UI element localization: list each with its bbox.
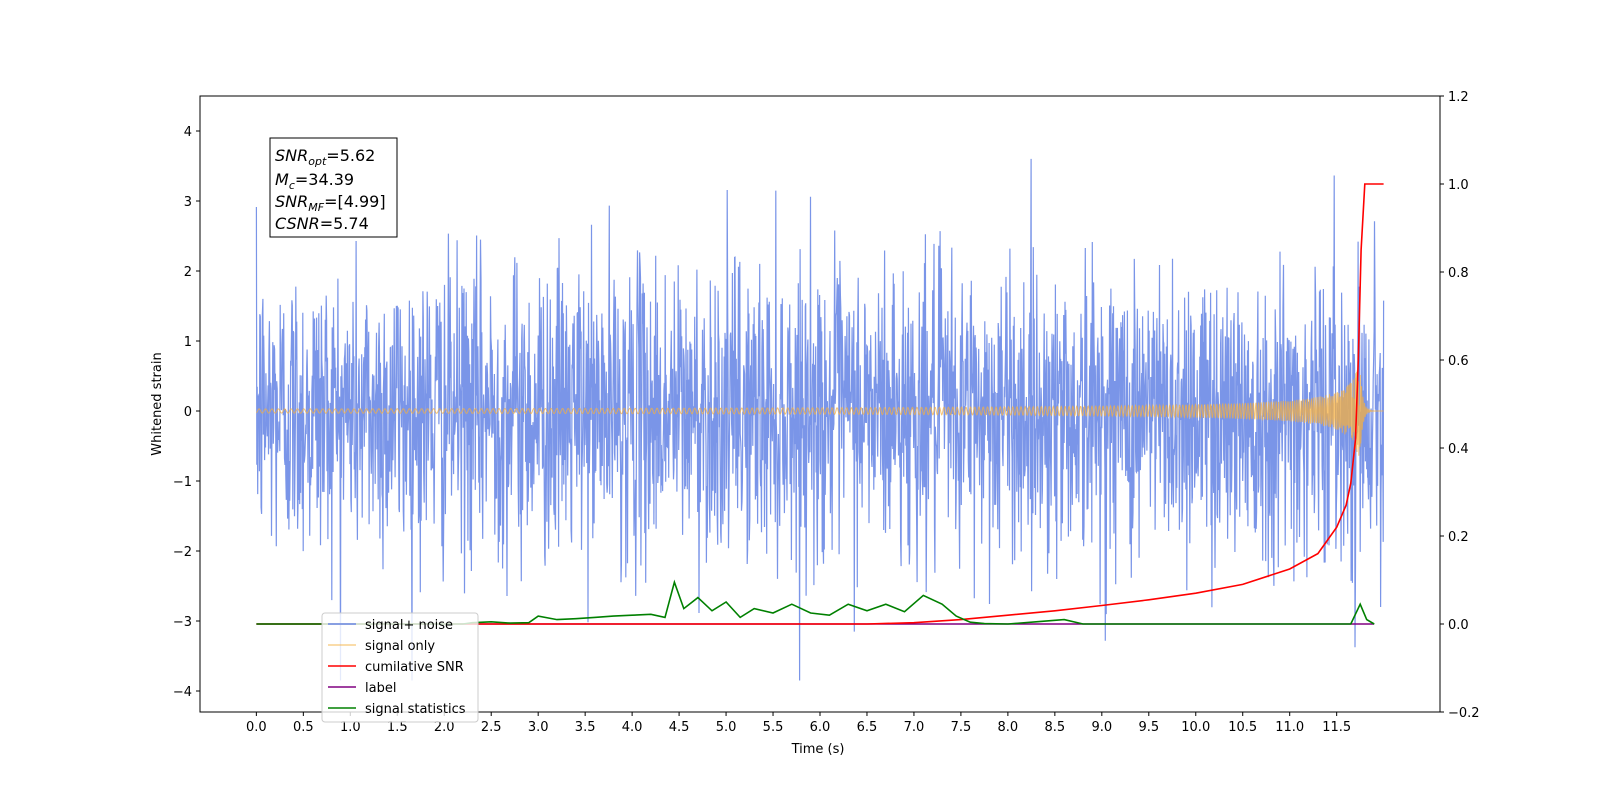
x-tick-label: 11.0 xyxy=(1275,720,1304,735)
series-line-signal-statistics xyxy=(256,579,1375,625)
x-tick-label: 8.0 xyxy=(998,720,1019,735)
x-tick-label: 6.5 xyxy=(857,720,878,735)
y-tick-label: −2 xyxy=(173,545,192,560)
y2-tick-label: 0.4 xyxy=(1448,442,1469,457)
stats-box xyxy=(269,137,398,238)
x-tick-label: 8.5 xyxy=(1045,720,1066,735)
x-tick-label: 1.5 xyxy=(387,720,408,735)
series-line-signal-noise xyxy=(255,158,1385,681)
x-tick-label: 5.5 xyxy=(763,720,784,735)
y-tick-label: 0 xyxy=(184,405,192,420)
y-tick-label: −4 xyxy=(173,685,192,700)
x-tick-label: 11.5 xyxy=(1322,720,1351,735)
y2-tick-label: 1.0 xyxy=(1448,178,1469,193)
legend: signal+ noise signal only cumilative SNR… xyxy=(321,612,479,723)
x-tick-label: 0.0 xyxy=(246,720,267,735)
x-axis-ticks: 0.0 0.5 1.0 1.5 2.0 2.5 3.0 3.5 4.0 4.5 5.0 5.5 6.0 6… xyxy=(246,712,1351,735)
y-tick-label: 3 xyxy=(184,195,192,210)
x-tick-label: 7.5 xyxy=(951,720,972,735)
x-tick-label: 9.0 xyxy=(1091,720,1112,735)
legend-label-signal-noise: signal+ noise xyxy=(365,618,453,633)
x-tick-label: 7.0 xyxy=(904,720,925,735)
signal-noise-series xyxy=(255,158,1385,681)
x-tick-label: 5.0 xyxy=(716,720,737,735)
legend-entry-signal-noise: signal+ noise xyxy=(328,618,453,633)
signal-only-series xyxy=(256,369,1384,456)
x-tick-label: 4.5 xyxy=(669,720,690,735)
legend-label-signal-statistics: signal statistics xyxy=(365,702,466,717)
x-axis-label: Time (s) xyxy=(791,742,845,757)
x-tick-label: 3.5 xyxy=(575,720,596,735)
legend-entry-signal-statistics: signal statistics xyxy=(328,702,466,717)
legend-box xyxy=(321,612,479,723)
y-axis-label: Whitened strain xyxy=(150,352,165,455)
y2-axis-ticks: −0.2 0.0 0.2 0.4 0.6 0.8 1.0 1.2 xyxy=(1440,90,1480,721)
x-tick-label: 3.0 xyxy=(528,720,549,735)
x-tick-label: 2.0 xyxy=(434,720,455,735)
y2-tick-label: 0.8 xyxy=(1448,266,1469,281)
legend-entry-signal-only: signal only xyxy=(328,639,435,654)
y2-tick-label: 0.6 xyxy=(1448,354,1469,369)
y-tick-label: 1 xyxy=(184,335,192,350)
stats-annotation: SNRopt=5.62 Mc=34.39 SNRMF=[4.99] CSNR=5… xyxy=(269,137,398,238)
csnr-text: CSNR=5.74 xyxy=(275,214,369,233)
x-tick-label: 4.0 xyxy=(622,720,643,735)
series-line-cumulative-snr xyxy=(256,183,1384,625)
x-tick-label: 0.5 xyxy=(293,720,314,735)
legend-entry-label: label xyxy=(328,681,396,696)
x-tick-label: 9.5 xyxy=(1138,720,1159,735)
legend-entry-cumulative-snr: cumilative SNR xyxy=(328,660,464,675)
legend-label-label: label xyxy=(365,681,396,696)
x-tick-label: 1.0 xyxy=(340,720,361,735)
y2-tick-label: 1.2 xyxy=(1448,90,1469,105)
legend-label-signal-only: signal only xyxy=(365,639,435,654)
snr-mf-text: SNRMF=[4.99] xyxy=(275,192,386,214)
y-tick-label: 2 xyxy=(184,265,192,280)
snr-opt-text: SNRopt=5.62 xyxy=(275,146,375,168)
mc-text: Mc=34.39 xyxy=(275,170,354,192)
series-line-signal-only xyxy=(256,369,1384,456)
x-tick-label: 10.5 xyxy=(1228,720,1257,735)
x-tick-label: 6.0 xyxy=(810,720,831,735)
x-tick-label: 10.0 xyxy=(1181,720,1210,735)
x-tick-label: 2.5 xyxy=(481,720,502,735)
y2-tick-label: 0.0 xyxy=(1448,618,1469,633)
y2-tick-label: −0.2 xyxy=(1448,706,1480,721)
y-tick-label: −3 xyxy=(173,615,192,630)
y-tick-label: 4 xyxy=(184,125,192,140)
y-tick-label: −1 xyxy=(173,475,192,490)
legend-label-cumulative-snr: cumilative SNR xyxy=(365,660,464,675)
y-axis-ticks: −4 −3 −2 −1 0 1 2 3 4 xyxy=(173,125,200,700)
y2-tick-label: 0.2 xyxy=(1448,530,1469,545)
